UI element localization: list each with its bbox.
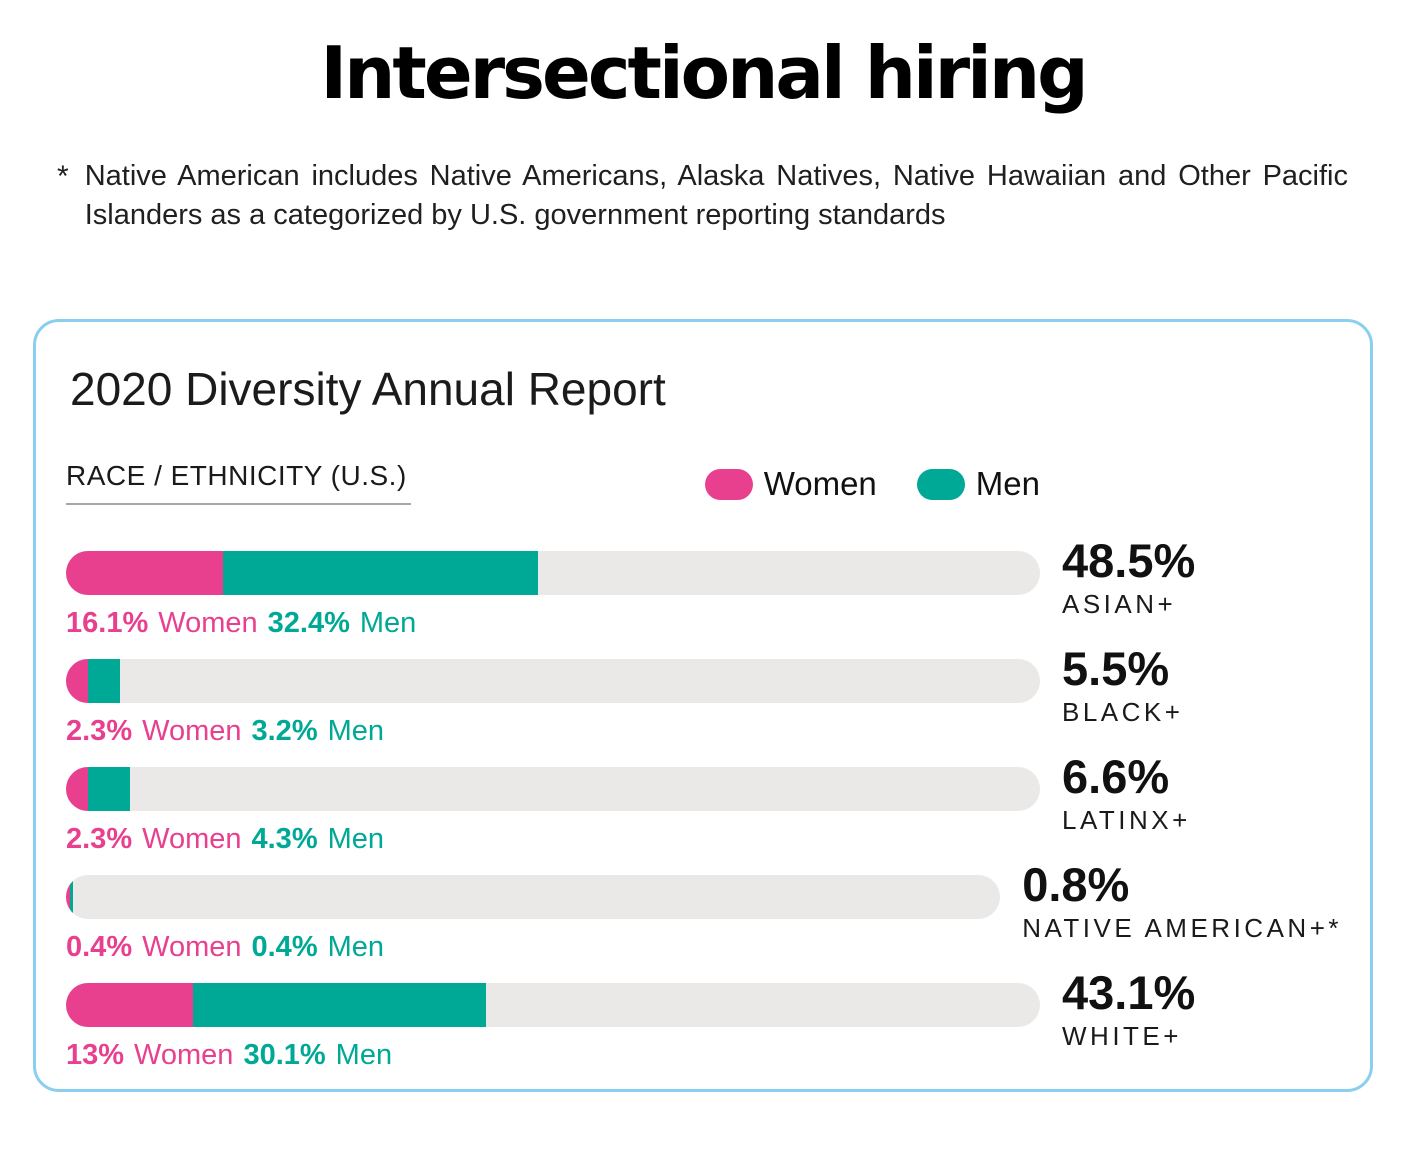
- category-label: ASIAN+: [1062, 588, 1177, 619]
- bar-track: [66, 659, 1040, 704]
- men-percent-value: 4.3%: [251, 823, 318, 856]
- page-title: Intersectional hiring: [320, 31, 1088, 115]
- total-percent: 5.5%: [1062, 642, 1170, 696]
- legend-label-men: Men: [975, 465, 1040, 503]
- women-percent-word: Women: [142, 823, 242, 856]
- women-swatch-icon: [704, 468, 753, 500]
- bar-side-label: 6.6% LATINX+: [1062, 752, 1342, 835]
- bar-rows: 16.1% Women 32.4% Men 48.5% ASIAN+ 2.3%: [66, 536, 1342, 1071]
- men-percent-word: Men: [335, 1039, 393, 1072]
- category-label: LATINX+: [1062, 804, 1191, 835]
- bar-track: [66, 551, 1040, 596]
- men-percent-value: 3.2%: [251, 715, 318, 748]
- women-percent-word: Women: [158, 607, 258, 640]
- bar-column: 13% Women 30.1% Men: [66, 983, 1040, 1071]
- bar-sub-label: 2.3% Women 3.2% Men: [66, 715, 1040, 747]
- bar-group: 0.4% Women 0.4% Men 0.8% NATIVE AMERICAN…: [66, 860, 1342, 963]
- total-percent: 48.5%: [1062, 534, 1196, 588]
- men-percent-value: 32.4%: [267, 607, 350, 640]
- bar-group: 16.1% Women 32.4% Men 48.5% ASIAN+: [66, 536, 1342, 639]
- men-percent-value: 0.4%: [251, 931, 318, 964]
- category-label: WHITE+: [1062, 1020, 1182, 1051]
- women-percent-value: 2.3%: [66, 823, 133, 856]
- men-bar-segment: [69, 875, 74, 920]
- men-percent-word: Men: [327, 931, 385, 964]
- bar-row: 13% Women 30.1% Men 43.1% WHITE+: [66, 968, 1342, 1071]
- total-percent: 43.1%: [1062, 966, 1196, 1020]
- women-bar-segment: [66, 551, 223, 596]
- women-percent-word: Women: [142, 715, 242, 748]
- legend: Women Men: [704, 465, 1040, 503]
- chart-header: RACE / ETHNICITY (U.S.) Women Men: [66, 460, 1040, 506]
- bar-group: 2.3% Women 3.2% Men 5.5% BLACK+: [66, 644, 1342, 747]
- bar-sub-label: 0.4% Women 0.4% Men: [66, 931, 1000, 963]
- bar-column: 0.4% Women 0.4% Men: [66, 875, 1001, 963]
- bar-side-label: 48.5% ASIAN+: [1062, 536, 1342, 619]
- report-card: 2020 Diversity Annual Report RACE / ETHN…: [33, 319, 1373, 1093]
- bar-sub-label: 13% Women 30.1% Men: [66, 1039, 1040, 1071]
- bar-side-label: 43.1% WHITE+: [1062, 968, 1342, 1051]
- bar-row: 16.1% Women 32.4% Men 48.5% ASIAN+: [66, 536, 1342, 639]
- legend-label-women: Women: [763, 465, 877, 503]
- men-percent-value: 30.1%: [243, 1039, 326, 1072]
- bar-column: 2.3% Women 4.3% Men: [66, 767, 1040, 855]
- bar-track: [66, 767, 1040, 812]
- men-percent-word: Men: [327, 823, 385, 856]
- bar-group: 13% Women 30.1% Men 43.1% WHITE+: [66, 968, 1342, 1071]
- bar-side-label: 5.5% BLACK+: [1062, 644, 1342, 727]
- men-percent-word: Men: [359, 607, 417, 640]
- total-percent: 6.6%: [1062, 750, 1170, 804]
- bar-track: [66, 983, 1040, 1028]
- bar-row: 2.3% Women 4.3% Men 6.6% LATINX+: [66, 752, 1342, 855]
- bar-sub-label: 16.1% Women 32.4% Men: [66, 607, 1040, 639]
- bar-sub-label: 2.3% Women 4.3% Men: [66, 823, 1040, 855]
- women-percent-value: 2.3%: [66, 715, 133, 748]
- men-bar-segment: [88, 767, 131, 812]
- footnote-asterisk: *: [57, 160, 69, 194]
- report-title: 2020 Diversity Annual Report: [70, 363, 666, 416]
- total-percent: 0.8%: [1022, 858, 1130, 912]
- women-percent-value: 13%: [66, 1039, 125, 1072]
- category-label: NATIVE AMERICAN+*: [1022, 912, 1342, 943]
- women-percent-value: 0.4%: [66, 931, 133, 964]
- section-label: RACE / ETHNICITY (U.S.): [66, 460, 411, 506]
- bar-group: 2.3% Women 4.3% Men 6.6% LATINX+: [66, 752, 1342, 855]
- bar-row: 0.4% Women 0.4% Men 0.8% NATIVE AMERICAN…: [66, 860, 1342, 963]
- women-bar-segment: [66, 767, 89, 812]
- men-percent-word: Men: [327, 715, 385, 748]
- footnote: * Native American includes Native Americ…: [57, 157, 1348, 235]
- women-percent-word: Women: [142, 931, 242, 964]
- footnote-text: Native American includes Native American…: [84, 160, 1348, 232]
- legend-item-men: Men: [916, 465, 1040, 503]
- bar-column: 16.1% Women 32.4% Men: [66, 551, 1040, 639]
- bar-side-label: 0.8% NATIVE AMERICAN+*: [1022, 860, 1342, 943]
- bar-track: [66, 875, 1001, 920]
- women-bar-segment: [66, 875, 70, 920]
- women-percent-word: Women: [134, 1039, 234, 1072]
- men-bar-segment: [222, 551, 539, 596]
- women-percent-value: 16.1%: [66, 607, 149, 640]
- women-bar-segment: [66, 659, 89, 704]
- men-swatch-icon: [916, 468, 965, 500]
- bar-column: 2.3% Women 3.2% Men: [66, 659, 1040, 747]
- men-bar-segment: [88, 659, 120, 704]
- men-bar-segment: [192, 983, 486, 1028]
- category-label: BLACK+: [1062, 696, 1184, 727]
- women-bar-segment: [66, 983, 193, 1028]
- bar-row: 2.3% Women 3.2% Men 5.5% BLACK+: [66, 644, 1342, 747]
- legend-item-women: Women: [704, 465, 877, 503]
